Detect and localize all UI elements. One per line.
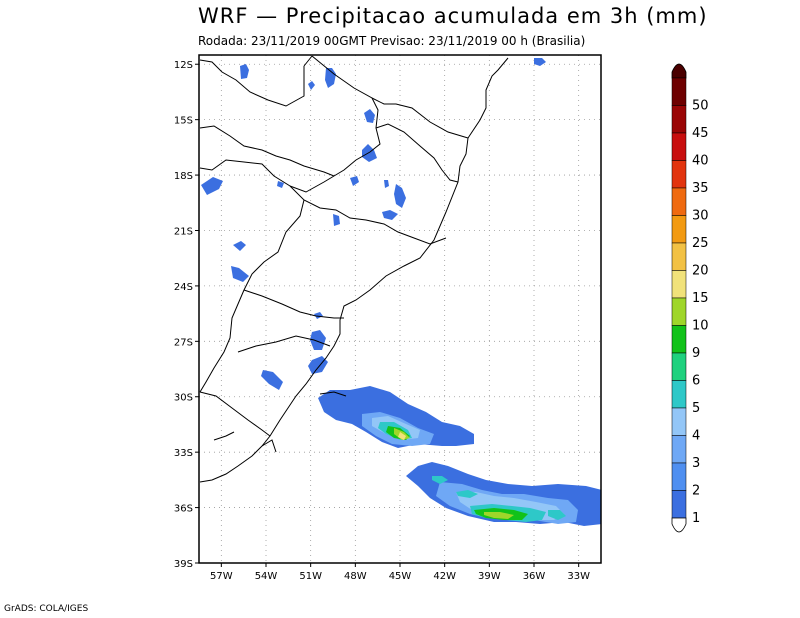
colorbar-label: 40 (692, 154, 709, 169)
colorbar-label: 25 (692, 236, 709, 251)
colorbar-label: 5 (692, 401, 700, 416)
grads-credit: GrADS: COLA/IGES (4, 604, 89, 614)
map-frame (198, 54, 602, 564)
colorbar-label: 3 (692, 456, 700, 471)
colorbar-segment (671, 242, 687, 271)
map-title: WRF — Precipitacao acumulada em 3h (mm) (198, 4, 708, 28)
colorbar-label: 4 (692, 429, 700, 444)
lat-tick-label: 36S (174, 504, 193, 515)
lat-tick-label: 21S (174, 226, 193, 237)
colorbar-segment (671, 132, 687, 161)
coastline-and-borders (199, 55, 509, 483)
lon-tick-label: 39W (478, 571, 501, 582)
colorbar-segment (671, 380, 687, 409)
lat-tick-label: 30S (174, 393, 193, 404)
lon-tick-label: 57W (210, 571, 233, 582)
colorbar-segment (671, 270, 687, 299)
lat-tick-label: 15S (174, 116, 193, 127)
longitude-labels: 57W 54W 51W 48W 45W 42W 39W 36W 33W (210, 563, 590, 582)
colorbar-label: 6 (692, 374, 700, 389)
lon-tick-label: 51W (299, 571, 322, 582)
colorbar-label: 35 (692, 181, 709, 196)
colorbar-segment (671, 352, 687, 381)
colorbar-segment (671, 490, 687, 519)
lon-tick-label: 33W (567, 571, 590, 582)
colorbar-segment (671, 325, 687, 354)
lon-tick-label: 54W (255, 571, 278, 582)
colorbar-top-cap (671, 63, 687, 79)
colorbar-segment (671, 77, 687, 106)
colorbar-label: 9 (692, 346, 700, 361)
colorbar-label: 10 (692, 319, 709, 334)
colorbar-segment (671, 105, 687, 134)
lon-tick-label: 42W (433, 571, 456, 582)
colorbar-label: 20 (692, 264, 709, 279)
lon-tick-label: 36W (523, 571, 546, 582)
lon-tick-label: 45W (389, 571, 412, 582)
colorbar-label: 1 (692, 511, 700, 526)
colorbar-segment (671, 435, 687, 464)
lat-tick-label: 39S (174, 559, 193, 570)
colorbar-segment (671, 462, 687, 491)
lat-tick-label: 12S (174, 60, 193, 71)
precipitation-areas (201, 58, 601, 526)
colorbar-segment (671, 215, 687, 244)
map-subtitle: Rodada: 23/11/2019 00GMT Previsao: 23/11… (198, 34, 586, 48)
colorbar-label: 45 (692, 126, 709, 141)
colorbar-label: 30 (692, 209, 709, 224)
colorbar (671, 63, 687, 533)
colorbar-bottom-cap (671, 517, 687, 533)
colorbar-segment (671, 187, 687, 216)
lat-tick-label: 27S (174, 337, 193, 348)
colorbar-label: 2 (692, 484, 700, 499)
lat-tick-label: 18S (174, 171, 193, 182)
colorbar-segment (671, 297, 687, 326)
colorbar-label: 50 (692, 99, 709, 114)
colorbar-label: 15 (692, 291, 709, 306)
lat-tick-label: 24S (174, 282, 193, 293)
lon-tick-label: 48W (344, 571, 367, 582)
lat-tick-label: 33S (174, 448, 193, 459)
latitude-labels: 12S 15S 18S 21S 24S 27S 30S 33S 36S 39S (174, 60, 199, 570)
colorbar-segment (671, 160, 687, 189)
colorbar-segment (671, 407, 687, 436)
